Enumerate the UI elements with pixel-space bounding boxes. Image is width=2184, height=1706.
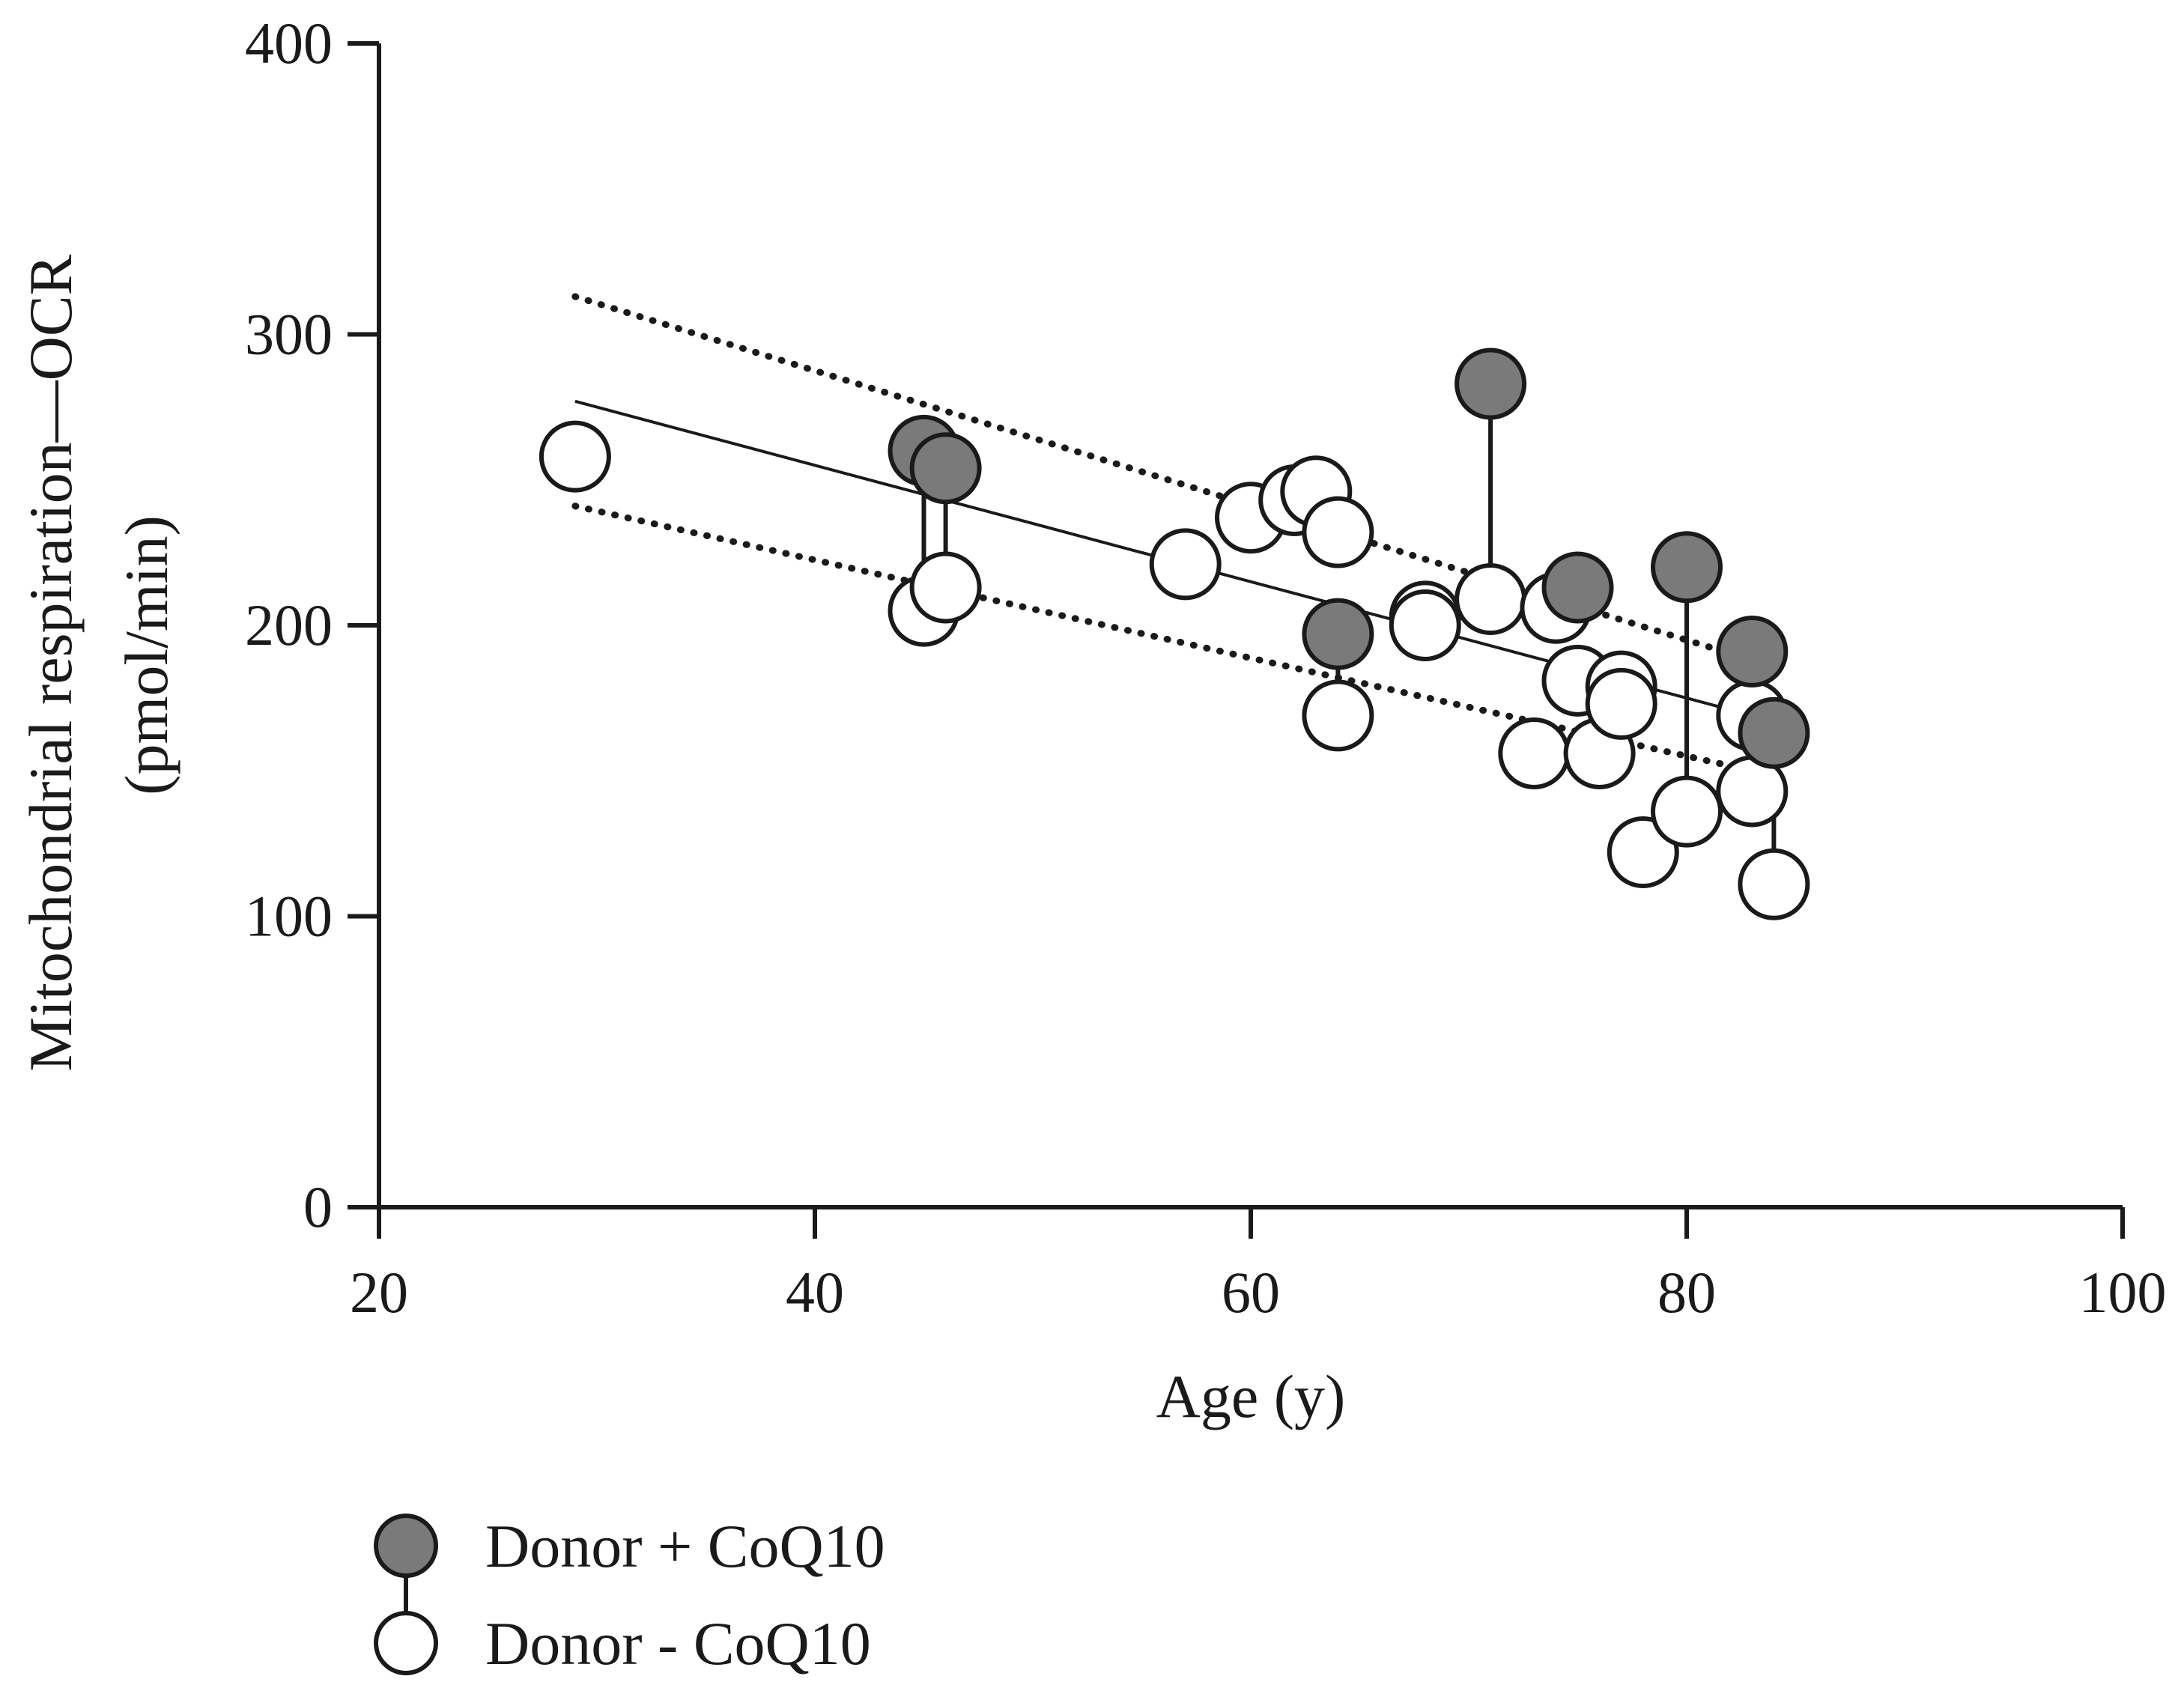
point-without-coq10-7	[1302, 496, 1374, 568]
legend-label-with-coq10: Donor + CoQ10	[485, 1512, 885, 1580]
ci-lower-line	[571, 503, 1756, 774]
point-without-coq10-22	[1738, 848, 1810, 920]
y-tick-label-200: 200	[245, 592, 333, 658]
point-without-coq10-3	[1149, 528, 1222, 601]
point-with-coq10-2	[1302, 598, 1374, 670]
point-without-coq10-8	[1302, 679, 1374, 752]
series-donor-without-coq10	[539, 420, 1810, 920]
point-with-coq10-5	[1651, 531, 1723, 604]
point-with-coq10-7	[1738, 696, 1810, 769]
point-with-coq10-1	[909, 432, 982, 505]
point-without-coq10-11	[1455, 563, 1527, 636]
point-with-coq10-6	[1716, 615, 1789, 687]
x-tick-label-20: 20	[350, 1260, 408, 1325]
point-without-coq10-19	[1651, 775, 1723, 848]
x-axis-title: Age (y)	[1156, 1362, 1346, 1430]
legend: Donor + CoQ10 Donor - CoQ10	[374, 1512, 885, 1678]
point-without-coq10-2	[909, 551, 982, 624]
legend-marker-with-coq10	[374, 1514, 438, 1578]
point-with-coq10-4	[1541, 551, 1614, 624]
y-axis-title: Mitochondrial respiration—OCR (pmol/min)	[16, 239, 181, 1071]
axes	[377, 43, 2123, 1209]
legend-label-without-coq10: Donor - CoQ10	[485, 1609, 871, 1678]
point-without-coq10-10	[1389, 589, 1461, 661]
y-axis-title-line-1: Mitochondrial respiration—OCR	[16, 254, 85, 1071]
y-tick-label-0: 0	[303, 1174, 333, 1239]
series-donor-with-coq10	[888, 347, 1810, 769]
legend-marker-without-coq10	[374, 1611, 438, 1675]
x-tick-label-80: 80	[1657, 1260, 1716, 1325]
x-tick-label-60: 60	[1222, 1260, 1280, 1325]
y-axis-ticks: 0 100 200 300 400	[245, 10, 379, 1239]
y-tick-label-400: 400	[245, 10, 333, 76]
point-without-coq10-0	[539, 420, 611, 493]
x-tick-label-40: 40	[786, 1260, 844, 1325]
point-with-coq10-3	[1455, 347, 1527, 420]
x-axis-ticks: 20 40 60 80 100	[350, 1207, 2167, 1325]
y-tick-label-100: 100	[245, 884, 333, 949]
y-axis-title-line-2: (pmol/min)	[112, 515, 181, 795]
point-without-coq10-12	[1498, 717, 1571, 789]
point-without-coq10-17	[1585, 667, 1657, 740]
y-tick-label-300: 300	[245, 302, 333, 367]
x-tick-label-100: 100	[2079, 1260, 2167, 1325]
